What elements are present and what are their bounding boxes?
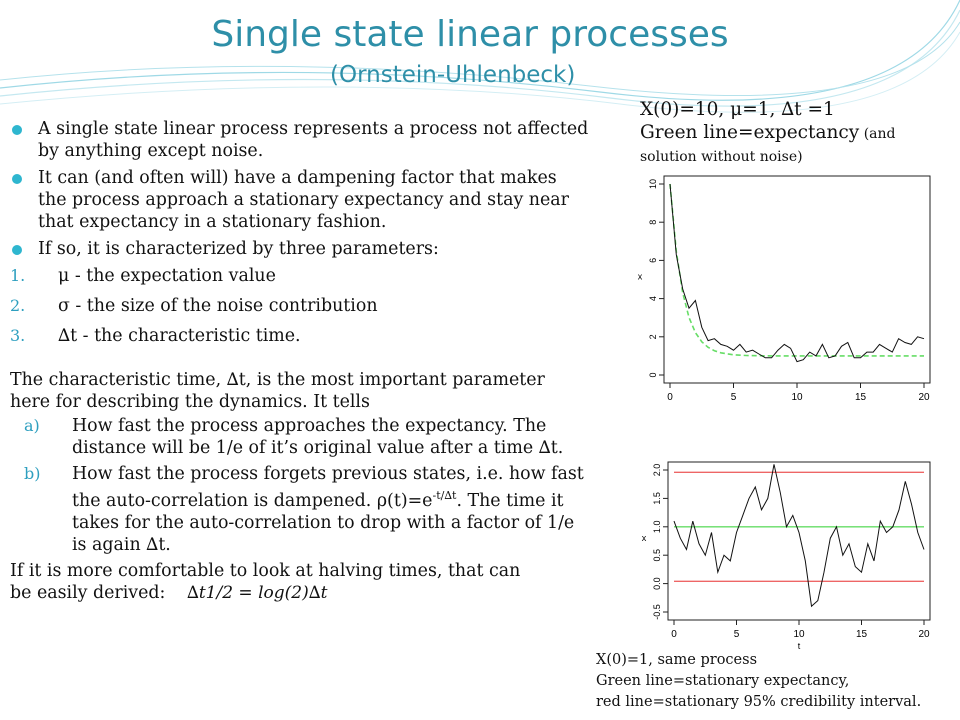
plot-frame [663,175,931,384]
x-tick-label: 15 [855,392,867,403]
series-line-0 [673,464,925,608]
y-tick-label: 1.0 [652,521,662,534]
y-tick-label: 6 [648,258,658,263]
x-tick-label: 20 [918,629,930,640]
y-tick-label: 1.5 [652,492,662,505]
alpha-list: a) How fast the process approaches the ex… [10,415,590,556]
characteristic-time-paragraph: The characteristic time, ∆t, is the most… [10,370,545,412]
main-text: A single state linear process represents… [10,118,590,604]
bullet-icon [12,245,22,255]
bullet-icon [12,174,22,184]
parameter-list: 1. μ - the expectation value 2. σ - the si… [10,265,590,347]
y-tick-label: 0.5 [652,549,662,562]
y-tick-label: 4 [648,296,658,301]
top-plot-caption: X(0)=10, μ=1, ∆t =1 Green line=expectanc… [640,99,896,165]
page-subtitle: (Ornstein-Uhlenbeck) [330,62,576,88]
x-tick-label: 0 [667,392,673,403]
alpha-item: b) How fast the process forgets previous … [24,464,584,555]
alpha-item: a) How fast the process approaches the ex… [24,416,564,458]
x-tick-label: 5 [734,629,740,640]
parameter-item: 1. μ - the expectation value [10,266,276,286]
x-tick-label: 10 [793,629,805,640]
y-tick-label: 10 [648,179,658,189]
bullet-icon [12,125,22,135]
y-tick-label: 2 [648,334,658,339]
page-title: Single state linear processes [211,14,729,55]
chart-bottom: -0.5 0.0 0.5 1.0 1.5 2.0 0 5 10 15 20 x t [642,461,931,650]
parameter-item: 2. σ - the size of the noise contribution [10,296,378,316]
series-line-0 [669,183,925,363]
y-axis-label: x [638,272,643,282]
y-tick-label: 0.0 [652,577,662,590]
parameter-item: 3. ∆t - the characteristic time. [10,326,301,346]
x-tick-label: 10 [791,392,803,403]
x-tick-label: 5 [731,392,737,403]
bullet-item: It can (and often will) have a dampening… [10,167,590,233]
y-tick-label: 0 [648,372,658,377]
bullet-item: A single state linear process represents… [10,118,590,162]
series-line-1 [669,183,924,357]
bullet-list: A single state linear process represents… [10,118,590,260]
y-tick-label: 8 [648,220,658,225]
y-tick-label: -0.5 [652,604,662,620]
x-tick-label: 15 [856,629,868,640]
x-tick-label: 20 [918,392,930,403]
plot-frame [667,461,931,621]
halving-time-formula: ∆t1/2 = log(2)∆t [186,583,328,603]
bottom-plot-caption: X(0)=1, same process Green line=stationa… [596,652,922,710]
chart-top: 0 2 4 6 8 10 0 5 10 15 20 x [638,175,931,403]
bullet-item: If so, it is characterized by three para… [10,238,590,260]
x-axis-label: t [798,641,801,650]
x-tick-label: 0 [671,629,677,640]
y-axis-label: x [642,533,647,543]
y-tick-label: 2.0 [652,464,662,477]
closing-paragraph: If it is more comfortable to look at hal… [10,561,521,603]
